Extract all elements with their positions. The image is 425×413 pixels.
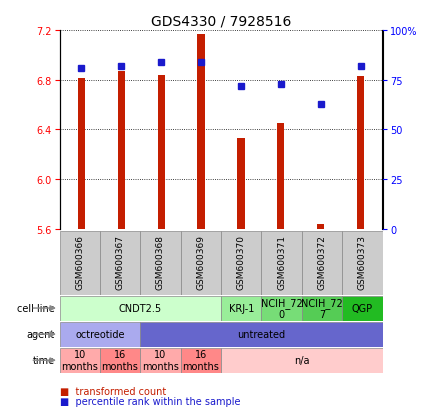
Text: CNDT2.5: CNDT2.5: [119, 303, 162, 313]
Bar: [181, 231, 221, 295]
Bar: [158, 76, 165, 229]
Bar: [181, 348, 221, 373]
Text: GSM600366: GSM600366: [75, 235, 84, 290]
Bar: [302, 296, 342, 321]
Text: 10
months: 10 months: [61, 349, 98, 371]
Title: GDS4330 / 7928516: GDS4330 / 7928516: [151, 14, 291, 28]
Bar: [221, 231, 261, 295]
Text: octreotide: octreotide: [75, 329, 125, 339]
Bar: [342, 231, 382, 295]
Bar: [342, 296, 382, 321]
Bar: [100, 231, 140, 295]
Bar: [60, 348, 100, 373]
Bar: [78, 79, 85, 229]
Bar: [277, 124, 284, 229]
Text: untreated: untreated: [237, 329, 286, 339]
Bar: [357, 77, 364, 229]
Text: GSM600367: GSM600367: [116, 235, 125, 290]
Text: KRJ-1: KRJ-1: [229, 303, 254, 313]
Text: agent: agent: [26, 329, 55, 339]
Bar: [140, 322, 382, 347]
Text: n/a: n/a: [294, 355, 309, 366]
Bar: [118, 72, 125, 229]
Text: GSM600369: GSM600369: [196, 235, 205, 290]
Text: 10
months: 10 months: [142, 349, 179, 371]
Bar: [60, 322, 140, 347]
Text: GSM600370: GSM600370: [237, 235, 246, 290]
Bar: [60, 231, 100, 295]
Bar: [198, 35, 205, 229]
Text: time: time: [33, 355, 55, 366]
Text: 16
months: 16 months: [182, 349, 219, 371]
Text: NCIH_72
7: NCIH_72 7: [301, 297, 343, 320]
Bar: [60, 296, 221, 321]
Text: ■  transformed count: ■ transformed count: [60, 386, 166, 396]
Bar: [221, 348, 382, 373]
Bar: [221, 296, 261, 321]
Text: GSM600368: GSM600368: [156, 235, 165, 290]
Bar: [140, 348, 181, 373]
Text: 16
months: 16 months: [102, 349, 139, 371]
Bar: [261, 231, 302, 295]
Text: GSM600373: GSM600373: [358, 235, 367, 290]
Text: GSM600372: GSM600372: [317, 235, 326, 290]
Bar: [237, 139, 244, 229]
Bar: [261, 296, 302, 321]
Text: GSM600371: GSM600371: [277, 235, 286, 290]
Text: ■  percentile rank within the sample: ■ percentile rank within the sample: [60, 396, 240, 406]
Bar: [140, 231, 181, 295]
Bar: [317, 224, 324, 229]
Text: QGP: QGP: [352, 303, 373, 313]
Text: NCIH_72
0: NCIH_72 0: [261, 297, 303, 320]
Text: cell line: cell line: [17, 303, 55, 313]
Bar: [302, 231, 342, 295]
Bar: [100, 348, 140, 373]
